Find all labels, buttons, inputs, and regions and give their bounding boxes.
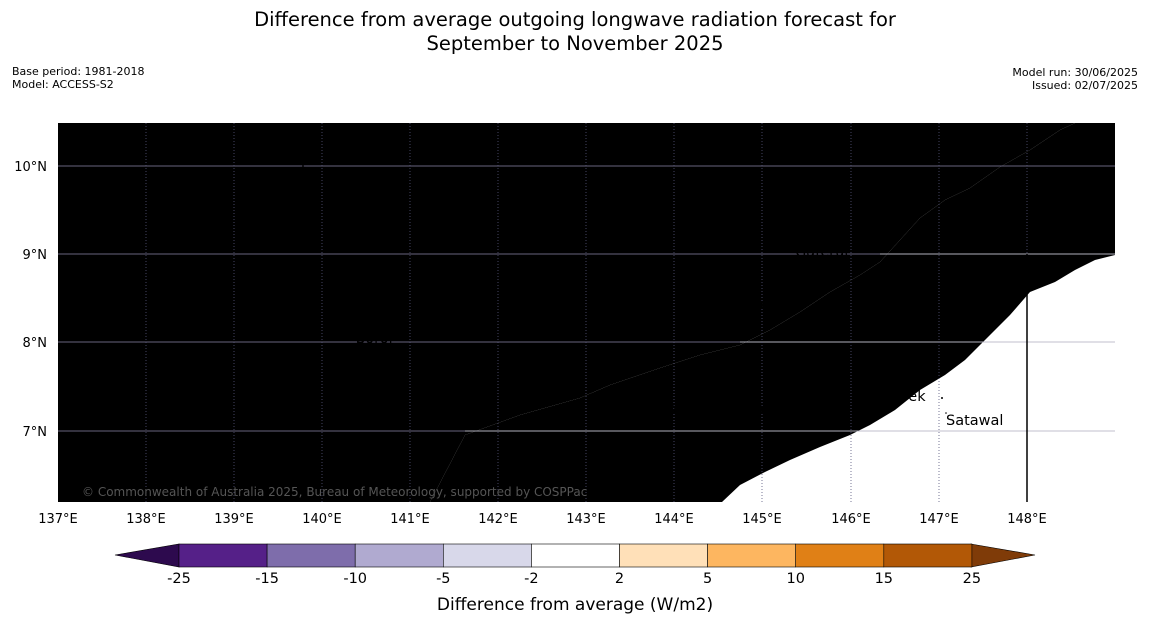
colorbar-box	[707, 543, 796, 568]
colorbar-tick-label: -5	[436, 571, 450, 587]
issued-date: Issued: 02/07/2025	[1031, 79, 1138, 92]
colorbar-tick-label: 15	[875, 571, 893, 587]
colorbar-over-arrow	[970, 543, 1036, 568]
lon-tick-147e: 147°E	[919, 512, 959, 527]
meta-right: Model run: 30/06/2025 Issued: 02/07/2025	[1012, 66, 1138, 92]
colorbar-under-arrow	[114, 543, 180, 568]
lon-tick-139e: 139°E	[214, 512, 254, 527]
colorbar-tick-label: 10	[786, 571, 804, 587]
lat-tick-9n: 9°N	[23, 248, 48, 263]
colorbar-tick-label: -15	[255, 571, 279, 587]
colorbar-labels: -25 -15 -10 -5 -2 2 5 10 15 25	[167, 571, 981, 587]
lon-tick-144e: 144°E	[654, 512, 694, 527]
lat-tick-10n: 10°N	[14, 160, 47, 175]
colorbar-tick-label: -25	[167, 571, 191, 587]
place-ifalik: Ifalik	[746, 401, 781, 417]
model-name: Model: ACCESS-S2	[12, 78, 114, 91]
colorbar-box	[883, 543, 973, 568]
colorbar-box	[354, 543, 444, 568]
lat-tick-labels: 10°N 9°N 8°N 7°N	[14, 160, 47, 440]
colorbar-box	[531, 543, 620, 568]
lon-tick-142e: 142°E	[478, 512, 518, 527]
place-ulithi: Ulithi	[288, 169, 326, 185]
colorbar-box	[178, 543, 268, 568]
colorbar-box	[266, 543, 356, 568]
chart-title: Difference from average outgoing longwav…	[0, 8, 1150, 56]
title-line-2: September to November 2025	[426, 32, 724, 55]
title-line-1: Difference from average outgoing longwav…	[254, 8, 896, 31]
map-panel: Yap Ulithi Fais Gaferut Faraulep Sorol W…	[58, 123, 1115, 502]
lon-tick-140e: 140°E	[302, 512, 342, 527]
place-eauripik: Eauripik	[628, 455, 687, 471]
lon-tick-138e: 138°E	[126, 512, 166, 527]
colorbar-tick-label: 2	[615, 571, 624, 587]
lon-tick-137e: 137°E	[38, 512, 78, 527]
colorbar-box	[619, 543, 708, 568]
colorbar-boxes	[178, 543, 973, 568]
colorbar-box	[795, 543, 885, 568]
colorbar-tick-label: -10	[343, 571, 367, 587]
place-faraulep: Faraulep	[733, 296, 795, 312]
colorbar-tick-label: 5	[703, 571, 712, 587]
colorbar-title: Difference from average (W/m2)	[437, 595, 713, 615]
lat-gridlines-light	[465, 253, 1115, 432]
place-gaferut: Gaferut	[795, 244, 850, 260]
map-credit: © Commonwealth of Australia 2025, Bureau…	[82, 485, 587, 499]
lon-tick-146e: 146°E	[831, 512, 871, 527]
place-woleai: Woleai	[654, 401, 702, 417]
place-fais: Fais	[361, 184, 388, 200]
colorbar: -25 -15 -10 -5 -2 2 5 10 15 25 Difference from av…	[114, 543, 1036, 615]
place-satawal: Satawal	[946, 413, 1003, 429]
place-sorol: Sorol	[356, 331, 393, 347]
colorbar-box	[442, 543, 532, 568]
meta-left: Base period: 1981-2018 Model: ACCESS-S2	[12, 65, 144, 91]
place-yap: Yap	[166, 201, 192, 217]
region-light-lavender	[430, 123, 1115, 502]
model-run: Model run: 30/06/2025	[1012, 66, 1138, 79]
region-medium-lavender	[58, 123, 1075, 502]
lon-tick-labels: 137°E 138°E 139°E 140°E 141°E 142°E 143°…	[38, 512, 1047, 527]
lon-tick-145e: 145°E	[742, 512, 782, 527]
colorbar-tick-label: 25	[963, 571, 981, 587]
base-period: Base period: 1981-2018	[12, 65, 145, 78]
place-lamotrek: Lamotrek	[857, 389, 926, 405]
yap-island	[151, 200, 164, 216]
lon-tick-143e: 143°E	[566, 512, 606, 527]
lon-tick-141e: 141°E	[390, 512, 430, 527]
colorbar-tick-label: -2	[524, 571, 538, 587]
lat-tick-7n: 7°N	[23, 425, 48, 440]
lat-tick-8n: 8°N	[23, 336, 48, 351]
place-labels: Yap Ulithi Fais Gaferut Faraulep Sorol W…	[166, 165, 1003, 471]
lon-tick-148e: 148°E	[1007, 512, 1047, 527]
